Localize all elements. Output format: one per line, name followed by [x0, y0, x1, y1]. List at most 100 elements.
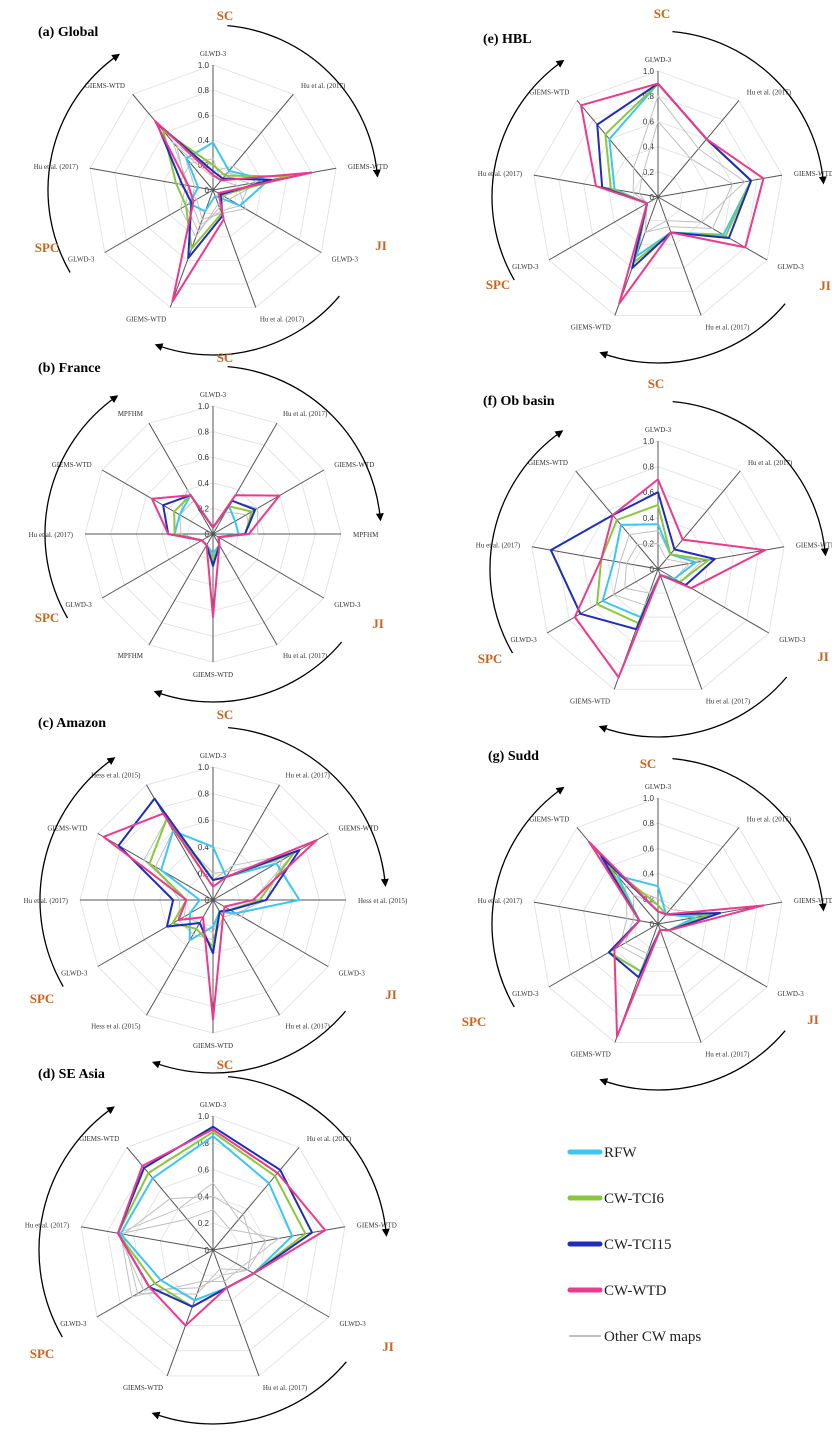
- radial-tick-label: 0.8: [643, 92, 655, 101]
- axis-spoke: [101, 533, 214, 599]
- panel-title: (b) France: [38, 361, 101, 376]
- radial-tick-label: 0.8: [198, 428, 210, 437]
- axis-spoke: [576, 100, 659, 198]
- axis-label: GIEMS-WTD: [47, 825, 87, 833]
- group-label-spc: SPC: [30, 1346, 55, 1361]
- axis-spoke: [101, 469, 214, 535]
- radial-tick-label: 0.8: [643, 463, 655, 472]
- axis-spoke: [212, 899, 329, 967]
- axis-spoke: [657, 923, 702, 1043]
- axis-label: GLWD-3: [200, 1101, 227, 1109]
- grid-ring: [186, 1222, 240, 1276]
- axis-label: GLWD-3: [339, 970, 366, 978]
- legend-label-cw-tci15: CW-TCI15: [604, 1237, 672, 1253]
- axis-label: GIEMS-WTD: [794, 897, 832, 905]
- group-arrow: [599, 1030, 786, 1091]
- grid-ring: [558, 822, 758, 1020]
- axis-label: Hu et al. (2017): [283, 652, 328, 660]
- radial-tick-label: 0.6: [643, 488, 655, 497]
- grid-ring: [89, 64, 337, 308]
- axis-label: Hu et al. (2017): [747, 815, 792, 823]
- group-arrow: [44, 395, 119, 619]
- axis-label: GIEMS-WTD: [796, 542, 832, 550]
- axis-label: GIEMS-WTD: [334, 461, 374, 469]
- series-cw-wtd: [154, 120, 313, 303]
- grid-ring: [583, 120, 733, 269]
- legend-label-rfw: RFW: [604, 1145, 637, 1161]
- group-arrow: [153, 641, 343, 703]
- grid-ring: [133, 1169, 293, 1327]
- axis-label: GIEMS-WTD: [79, 1135, 119, 1143]
- axis-spoke: [148, 422, 214, 535]
- axis-label: Hu et al. (2017): [25, 1222, 70, 1230]
- axis-label: GLWD-3: [60, 1320, 87, 1328]
- group-arrow: [227, 24, 381, 178]
- radial-tick-label: 1.0: [643, 437, 655, 446]
- axis-label: GIEMS-WTD: [357, 1222, 397, 1230]
- radial-tick-label: 0.4: [643, 514, 655, 523]
- axis-label: GLWD-3: [645, 56, 672, 64]
- axis-label: Hu et al. (2017): [283, 410, 328, 418]
- radar-panel-d-se-asia: GLWD-3 Hu et al. (2017) GIEMS-WTD GLWD-3 Hu …: [25, 1057, 397, 1425]
- series-cw-tci15: [117, 797, 301, 955]
- axis-spoke: [548, 923, 659, 988]
- axis-label: GLWD-3: [512, 990, 539, 998]
- radial-tick-label: 1.0: [643, 794, 655, 803]
- series-cw-wtd: [102, 812, 318, 1021]
- axis-label: Hu et al. (2017): [260, 316, 305, 324]
- grid-ring: [558, 95, 758, 293]
- axis-spoke: [97, 899, 214, 967]
- series-cw-tci15: [116, 1125, 313, 1308]
- radial-tick-label: 0.8: [643, 819, 655, 828]
- axis-label: GIEMS-WTD: [529, 88, 569, 96]
- axis-label: GLWD-3: [200, 391, 227, 399]
- axis-label: GIEMS-WTD: [339, 825, 379, 833]
- axis-label: GLWD-3: [332, 256, 359, 264]
- group-label-sc: SC: [648, 376, 665, 391]
- axis-label: Hess et al. (2015): [91, 1023, 141, 1031]
- group-label-ji: JI: [375, 238, 387, 253]
- axis-spoke: [657, 470, 741, 570]
- group-arrow: [38, 1106, 115, 1338]
- grid-ring: [114, 89, 312, 285]
- radial-tick-label: 0: [205, 1246, 210, 1255]
- axis-label: Hu et al. (2017): [34, 163, 79, 171]
- group-label-ji: JI: [385, 987, 397, 1002]
- radial-tick-label: 0: [650, 565, 655, 574]
- group-label-sc: SC: [217, 350, 234, 365]
- radial-tick-label: 0.4: [198, 843, 210, 852]
- group-label-ji: JI: [372, 616, 384, 631]
- series-other-cw-maps: [632, 95, 746, 234]
- axis-label: GLWD-3: [65, 601, 92, 609]
- axis-label: GLWD-3: [200, 752, 227, 760]
- axis-spoke: [533, 901, 659, 925]
- axis-spoke: [212, 533, 325, 599]
- radar-panel-f-ob-basin: GLWD-3 Hu et al. (2017) GIEMS-WTD GLWD-3 Hu …: [476, 376, 832, 738]
- grid-ring: [556, 466, 760, 666]
- group-label-ji: JI: [382, 1339, 394, 1354]
- axis-label: GIEMS-WTD: [571, 1051, 611, 1059]
- radial-tick-label: 1.0: [198, 402, 210, 411]
- group-label-sc: SC: [217, 8, 234, 23]
- axis-label: GIEMS-WTD: [528, 459, 568, 467]
- radial-tick-label: 0: [205, 186, 210, 195]
- panel-title: (e) HBL: [483, 32, 532, 47]
- axis-label: Hu et al. (2017): [286, 771, 331, 779]
- axis-spoke: [89, 167, 214, 191]
- series-cw-tci15: [600, 855, 722, 979]
- group-arrow: [672, 757, 827, 912]
- series-cw-wtd: [588, 840, 765, 1038]
- axis-label: GLWD-3: [645, 426, 672, 434]
- radial-tick-label: 0.4: [643, 143, 655, 152]
- radial-tick-label: 0.4: [198, 479, 210, 488]
- axis-label: GLWD-3: [200, 50, 227, 58]
- axis-label: Hu et al. (2017): [706, 698, 751, 706]
- axis-label: Hu et al. (2017): [301, 82, 346, 90]
- group-label-spc: SPC: [486, 277, 511, 292]
- grid-ring: [583, 847, 733, 996]
- axis-spoke: [146, 899, 214, 1016]
- grid-ring: [632, 898, 684, 949]
- group-label-spc: SPC: [30, 991, 55, 1006]
- legend-label-other-cw-maps: Other CW maps: [604, 1329, 701, 1345]
- group-label-ji: JI: [807, 1012, 819, 1027]
